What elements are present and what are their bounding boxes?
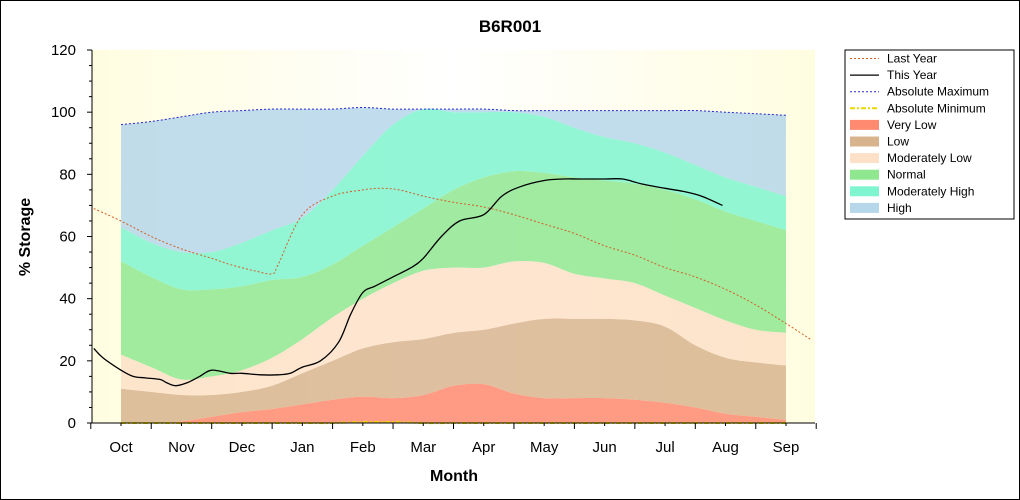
x-tick-label: Jan xyxy=(290,439,314,456)
legend-label: Moderately Low xyxy=(887,151,972,165)
legend-label: Absolute Maximum xyxy=(887,85,989,99)
legend-swatch-low xyxy=(850,136,879,147)
legend-label: This Year xyxy=(887,68,937,82)
legend-label: High xyxy=(887,201,912,215)
x-tick-label: Dec xyxy=(229,439,256,456)
x-tick-label: Sep xyxy=(773,439,800,456)
line-this-year xyxy=(93,177,723,387)
legend: Last Year This Year Absolute Maximum Absolu… xyxy=(844,49,1015,220)
legend-swatch-moderately-high xyxy=(850,186,879,197)
legend-label: Moderately High xyxy=(887,184,974,198)
chart-title: B6R001 xyxy=(479,17,541,36)
y-tick-label: 120 xyxy=(51,42,76,59)
percentile-bands xyxy=(121,107,786,424)
line-last-year xyxy=(93,187,811,340)
x-tick-label: Mar xyxy=(410,439,436,456)
x-tick-label: Apr xyxy=(472,439,495,456)
band-very-low xyxy=(121,383,786,424)
legend-swatch-very-low xyxy=(850,119,879,130)
x-tick-label: May xyxy=(530,439,559,456)
y-tick-label: 100 xyxy=(51,104,76,121)
x-tick-label: Aug xyxy=(712,439,739,456)
legend-swatch-normal xyxy=(850,169,879,180)
axes: 0 20 40 60 80 100 120 Oct Nov Dec Jan Feb Mar Apr May J… xyxy=(51,42,817,456)
legend-swatch-high xyxy=(850,202,879,213)
x-tick-label: Nov xyxy=(168,439,195,456)
y-axis-title: % Storage xyxy=(17,198,34,276)
band-normal xyxy=(121,170,786,380)
x-tick-label: Jul xyxy=(655,439,674,456)
band-low xyxy=(121,318,786,424)
band-moderately-high xyxy=(121,108,786,291)
x-tick-label: Oct xyxy=(109,439,133,456)
band-moderately-low xyxy=(121,260,786,396)
legend-label: Absolute Minimum xyxy=(887,101,986,115)
legend-swatch-moderately-low xyxy=(850,153,879,164)
legend-label: Last Year xyxy=(887,52,937,66)
legend-label: Very Low xyxy=(887,118,937,132)
x-tick-label: Feb xyxy=(350,439,376,456)
x-tick-label: Jun xyxy=(593,439,617,456)
x-axis-title: Month xyxy=(430,468,478,485)
line-absolute-maximum xyxy=(120,106,787,126)
y-tick-label: 40 xyxy=(59,291,76,308)
band-high xyxy=(121,107,786,254)
y-tick-label: 0 xyxy=(68,415,76,432)
y-tick-label: 60 xyxy=(59,229,76,246)
legend-label: Low xyxy=(887,135,909,149)
y-tick-label: 80 xyxy=(59,166,76,183)
y-tick-label: 20 xyxy=(59,353,76,370)
legend-label: Normal xyxy=(887,168,926,182)
